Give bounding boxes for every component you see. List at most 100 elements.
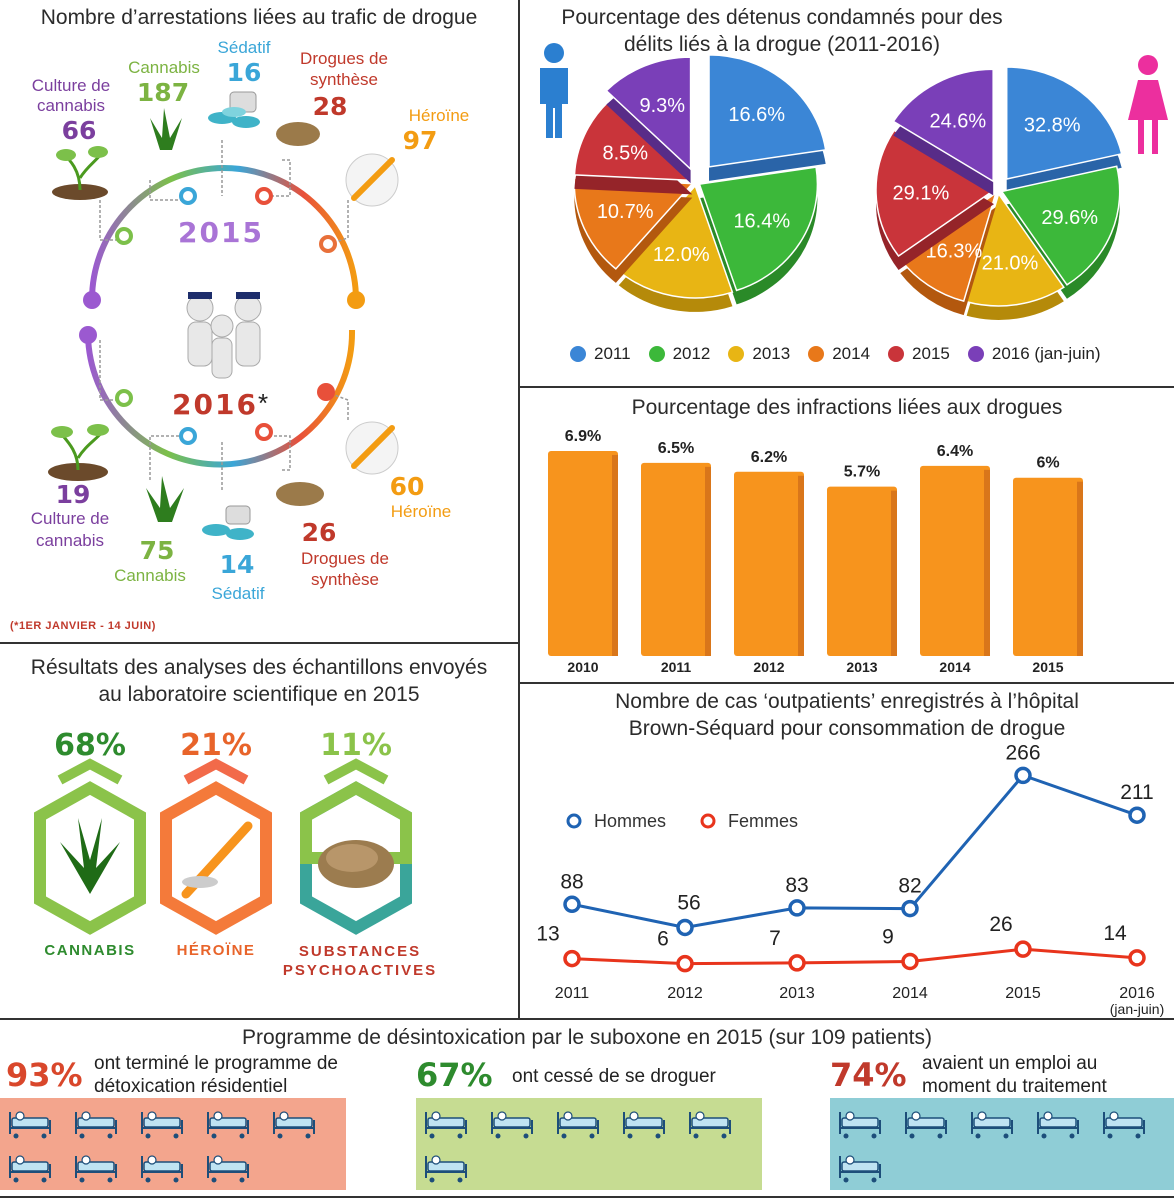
x-tick-note: (jan-juin) bbox=[1110, 1001, 1164, 1017]
point-hommes bbox=[676, 918, 694, 937]
arrests-title: Nombre d’arrestations liées au trafic de… bbox=[40, 6, 478, 29]
legend-femmes-label: Femmes bbox=[728, 811, 798, 831]
top-culture-value: 66 bbox=[61, 116, 97, 145]
pie0-slice-0 bbox=[708, 54, 827, 168]
legend-hommes-label: Hommes bbox=[594, 811, 666, 831]
divider-right-1 bbox=[518, 386, 1174, 388]
pie1-label-0: 32.8% bbox=[1024, 115, 1081, 137]
point-femmes bbox=[901, 952, 919, 971]
bar-shade bbox=[984, 469, 990, 656]
line-hommes bbox=[571, 773, 1138, 929]
pie0-label-1: 16.4% bbox=[733, 210, 790, 232]
male-icon bbox=[540, 43, 568, 138]
arrests-ring bbox=[48, 91, 399, 540]
female-icon bbox=[1128, 55, 1168, 154]
hospital-bed-icon bbox=[75, 1155, 117, 1183]
pie0-label-2: 12.0% bbox=[653, 244, 710, 266]
hospital-bed-icon bbox=[425, 1111, 467, 1139]
hospital-bed-icon bbox=[839, 1111, 881, 1139]
lab-hexagons bbox=[34, 758, 412, 935]
line-chart: Hommes Femmes 88 56 83 82 266 211 13 6 7 9 26 14 2011 2… bbox=[536, 741, 1164, 1017]
pie1-slice-0 bbox=[1005, 66, 1123, 180]
x-tick-label: 2013 bbox=[779, 985, 815, 1002]
pie-legend-item: 2015 bbox=[888, 344, 950, 364]
bar-shade bbox=[1077, 481, 1083, 656]
top-heroine-label: Héroïne bbox=[408, 106, 470, 125]
bar-chart: 6.9% 2010 6.5% 2011 6.2% 2012 5.7% 2013 6.4% 2014… bbox=[548, 428, 1083, 675]
pie0-slice-4 bbox=[573, 100, 695, 182]
bar-value-label: 6.4% bbox=[937, 443, 973, 460]
value-label-femmes: 26 bbox=[989, 913, 1012, 936]
year-2016-mark: * bbox=[257, 388, 269, 418]
value-label-hommes: 82 bbox=[898, 875, 921, 898]
lab-pct-heroine: 21% bbox=[180, 728, 252, 763]
divider-left-mid bbox=[0, 642, 519, 644]
bar-category-label: 2014 bbox=[939, 659, 970, 675]
value-label-femmes: 7 bbox=[769, 927, 781, 950]
point-hommes bbox=[901, 899, 919, 918]
top-culture-label: Culture de cannabis bbox=[31, 76, 111, 115]
bar bbox=[827, 486, 897, 656]
point-hommes bbox=[563, 895, 581, 914]
x-tick-label: 2012 bbox=[667, 985, 703, 1002]
top-cannabis-value: 187 bbox=[136, 78, 190, 107]
legend-label: 2013 bbox=[752, 344, 791, 363]
lab-label-heroine: HÉROÏNE bbox=[176, 942, 256, 959]
legend-swatch bbox=[570, 346, 586, 362]
year-2016: 2016* bbox=[172, 388, 268, 421]
suboxone-title: Programme de désintoxication par le subo… bbox=[242, 1026, 932, 1049]
outpatients-title: Nombre de cas ‘outpatients’ enregistrés … bbox=[615, 690, 1079, 740]
line-femmes bbox=[571, 947, 1138, 966]
hospital-bed-icon bbox=[75, 1111, 117, 1139]
top-synth-value: 28 bbox=[312, 92, 348, 121]
divider-vertical bbox=[518, 0, 520, 1020]
pie0-slice-3 bbox=[573, 177, 694, 270]
suboxone-beds-1 bbox=[0, 1098, 346, 1190]
hospital-bed-icon bbox=[141, 1155, 183, 1183]
legend-femmes-marker bbox=[700, 813, 716, 829]
hospital-bed-icon bbox=[491, 1111, 533, 1139]
point-femmes bbox=[563, 949, 581, 968]
hospital-bed-icon bbox=[207, 1155, 249, 1183]
hospital-bed-icon bbox=[905, 1111, 947, 1139]
x-tick-label: 2011 bbox=[555, 985, 590, 1002]
point-hommes bbox=[1128, 806, 1146, 824]
value-label-hommes: 88 bbox=[560, 870, 583, 893]
top-cannabis-label: Cannabis bbox=[128, 58, 200, 77]
bottom-sedatif-label: Sédatif bbox=[211, 584, 265, 603]
bar-category-label: 2012 bbox=[753, 659, 784, 675]
bottom-culture-value: 19 bbox=[55, 480, 91, 509]
pie0-label-4: 8.5% bbox=[603, 143, 649, 165]
lab-pct-substances: 11% bbox=[320, 728, 392, 763]
hospital-bed-icon bbox=[273, 1111, 315, 1139]
hospital-bed-icon bbox=[141, 1111, 183, 1139]
infractions-title: Pourcentage des infractions liées aux dr… bbox=[631, 396, 1063, 419]
value-label-femmes: 14 bbox=[1103, 922, 1127, 945]
bar bbox=[734, 471, 804, 656]
hospital-bed-icon bbox=[1037, 1111, 1079, 1139]
pie-charts: 16.6% 16.4% 12.0% 10.7% 8.5% 9.3% 32.8% 29.6% 21… bbox=[573, 54, 1123, 320]
value-label-femmes: 13 bbox=[536, 923, 559, 946]
year-2016-text: 2016 bbox=[172, 388, 258, 421]
bar-value-label: 6% bbox=[1036, 455, 1059, 472]
top-synth-label: Drogues de synthèse bbox=[300, 49, 388, 89]
top-heroine-value: 97 bbox=[402, 126, 438, 155]
pie1-label-1: 29.6% bbox=[1041, 207, 1098, 229]
hospital-bed-icon bbox=[425, 1155, 467, 1183]
pie1-label-5: 24.6% bbox=[929, 110, 986, 132]
pie0-label-0: 16.6% bbox=[728, 104, 785, 126]
suboxone-text-1: ont terminé le programme de détoxication… bbox=[94, 1053, 338, 1097]
arrests-footnote: (*1ER JANVIER - 14 JUIN) bbox=[10, 620, 156, 632]
suboxone-text-2: ont cessé de se droguer bbox=[512, 1066, 716, 1087]
suboxone-beds-2 bbox=[416, 1098, 762, 1190]
detainees-title: Pourcentage des détenus condamnés pour d… bbox=[561, 6, 1003, 56]
bar-value-label: 6.2% bbox=[751, 449, 787, 466]
hospital-bed-icon bbox=[623, 1111, 665, 1139]
bottom-heroine-label: Héroïne bbox=[390, 502, 452, 521]
bar-shade bbox=[798, 475, 804, 656]
pie1-slice-1 bbox=[1000, 165, 1121, 286]
year-2015: 2015 bbox=[178, 216, 264, 249]
value-label-hommes: 83 bbox=[785, 874, 808, 897]
suboxone-text-3: avaient un emploi au moment du traitemen… bbox=[922, 1053, 1107, 1097]
value-label-hommes: 266 bbox=[1005, 741, 1040, 764]
